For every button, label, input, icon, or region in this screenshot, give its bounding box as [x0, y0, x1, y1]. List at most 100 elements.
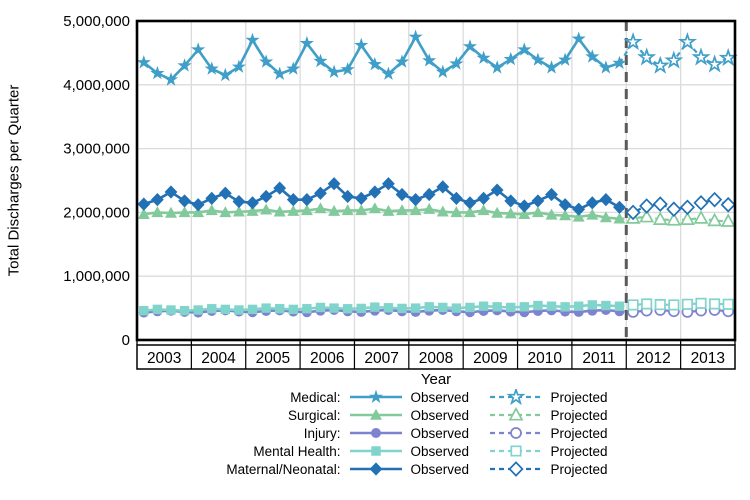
observed-marker-star	[571, 31, 586, 45]
observed-marker-diamond	[449, 191, 463, 205]
observed-marker-triangle	[178, 206, 191, 218]
legend-row-surgical: Surgical: Observed Projected	[142, 406, 608, 424]
observed-marker-triangle	[586, 208, 599, 220]
series-square	[139, 297, 734, 316]
circle-marker-icon	[371, 428, 382, 438]
observed-marker-square	[410, 303, 421, 313]
observed-marker-diamond	[395, 187, 409, 202]
y-tick-label: 2,000,000	[63, 204, 130, 221]
observed-marker-triangle	[382, 204, 395, 216]
observed-marker-diamond	[613, 200, 626, 214]
observed-marker-square	[342, 304, 353, 314]
projected-marker-square	[722, 298, 734, 310]
observed-marker-square	[329, 303, 339, 313]
year-label: 2003	[147, 350, 181, 367]
plot-frame	[135, 19, 737, 342]
observed-marker-diamond	[558, 198, 572, 212]
observed-marker-square	[275, 304, 285, 314]
triangle-marker-icon	[509, 407, 524, 421]
observed-marker-diamond	[545, 187, 558, 202]
projected-marker-diamond	[666, 201, 682, 218]
observed-marker-triangle	[137, 208, 150, 220]
projected-marker-star	[650, 55, 670, 74]
projected-marker-star	[691, 47, 711, 66]
observed-marker-triangle	[219, 206, 232, 218]
legend-row-mental-health: Mental Health: Observed Projected	[142, 442, 607, 460]
observed-marker-triangle	[599, 211, 612, 223]
series-star	[136, 29, 738, 86]
y-tick-label: 4,000,000	[63, 77, 130, 94]
observed-marker-square	[288, 304, 298, 315]
projected-marker-star	[718, 47, 738, 67]
legend-observed-label: Observed	[410, 443, 469, 459]
legend-projected-label: Projected	[550, 389, 608, 405]
observed-marker-diamond	[164, 185, 178, 199]
observed-marker-square	[179, 305, 190, 316]
observed-marker-star	[558, 52, 573, 66]
star-marker-icon	[506, 389, 526, 405]
observed-marker-triangle	[164, 206, 177, 218]
observed-marker-triangle	[300, 204, 313, 216]
observed-marker-diamond	[300, 193, 314, 207]
observed-marker-star	[313, 53, 328, 68]
observed-marker-star	[272, 66, 287, 80]
observed-marker-star	[517, 42, 532, 56]
observed-marker-triangle	[355, 204, 368, 216]
observed-marker-star	[462, 39, 477, 53]
observed-marker-triangle	[491, 206, 504, 218]
observed-marker-star	[612, 55, 627, 70]
legend-projected-swatch-medical	[490, 389, 543, 405]
observed-marker-square	[315, 302, 326, 313]
chart-legend: Medical: Observed Projected Surgical: Observ…	[0, 388, 750, 478]
observed-marker-triangle	[232, 205, 245, 217]
observed-marker-star	[422, 53, 437, 67]
legend-series-name: Surgical:	[287, 407, 341, 423]
legend-projected-label: Projected	[550, 461, 608, 477]
projected-marker-star	[623, 32, 643, 51]
year-label: 2006	[310, 350, 344, 367]
projected-marker-diamond	[639, 198, 655, 214]
observed-marker-diamond	[137, 197, 151, 211]
observed-marker-triangle	[423, 202, 436, 214]
projected-marker-triangle	[680, 211, 695, 225]
observed-marker-star	[204, 61, 219, 75]
projected-marker-diamond	[707, 191, 723, 208]
observed-marker-square	[383, 303, 394, 313]
observed-marker-star	[245, 32, 260, 47]
year-label: 2005	[256, 350, 290, 367]
observed-marker-square	[546, 301, 557, 311]
observed-marker-square	[193, 305, 203, 315]
projected-marker-square	[654, 299, 666, 311]
projected-marker-triangle	[639, 208, 655, 223]
observed-marker-star	[435, 64, 450, 78]
observed-marker-triangle	[287, 204, 300, 216]
observed-marker-diamond	[314, 186, 327, 200]
observed-marker-square	[397, 303, 407, 314]
year-label: 2008	[419, 350, 453, 367]
observed-marker-square	[478, 301, 489, 311]
year-band-frame	[136, 344, 736, 370]
observed-marker-star	[177, 58, 192, 72]
projected-marker-diamond	[679, 199, 696, 216]
observed-marker-diamond	[354, 191, 368, 205]
observed-marker-triangle	[545, 208, 558, 220]
observed-marker-star	[163, 72, 178, 86]
observed-marker-star	[490, 60, 505, 74]
projected-marker-triangle	[666, 211, 682, 226]
legend-observed-swatch-maternal-neonatal	[350, 462, 403, 476]
circle-marker-icon	[510, 427, 523, 439]
square-marker-icon	[510, 445, 523, 457]
square-marker-icon	[371, 446, 382, 456]
observed-marker-square	[506, 302, 516, 313]
observed-marker-diamond	[368, 185, 382, 199]
projected-marker-star	[705, 54, 725, 73]
legend-series-name: Maternal/Neonatal:	[226, 461, 341, 477]
diamond-marker-icon	[508, 461, 525, 477]
observed-marker-square	[356, 303, 366, 314]
observed-marker-diamond	[191, 198, 205, 212]
observed-marker-diamond	[178, 194, 191, 208]
observed-marker-diamond	[327, 177, 341, 191]
y-tick-label: 5,000,000	[63, 13, 130, 30]
observed-marker-star	[191, 42, 206, 56]
observed-marker-diamond	[150, 193, 164, 207]
